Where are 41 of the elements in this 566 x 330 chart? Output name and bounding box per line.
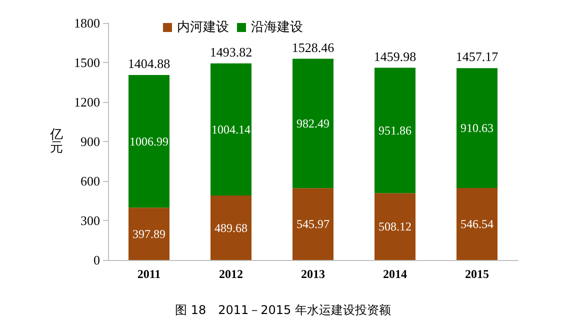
legend-label: 内河建设 — [177, 20, 229, 35]
total-label: 1493.82 — [210, 44, 252, 60]
data-label: 1004.14 — [212, 122, 250, 136]
bar — [128, 208, 170, 260]
bar — [374, 193, 416, 260]
total-label: 1459.98 — [374, 48, 416, 64]
data-label: 1006.99 — [130, 134, 168, 148]
data-label: 508.12 — [378, 220, 412, 234]
x-tick-label: 2012 — [219, 267, 243, 281]
bar — [292, 58, 334, 188]
bar — [374, 68, 416, 194]
y-tick-label: 0 — [94, 252, 100, 268]
bar — [210, 196, 252, 260]
data-label: 951.86 — [378, 123, 412, 138]
y-tick-label: 600 — [80, 174, 100, 188]
x-tick-label: 2015 — [465, 267, 489, 281]
caption: 图 18 2011－2015 年水运建设投资额 — [175, 303, 391, 317]
x-tick-label: 2014 — [383, 267, 407, 281]
y-tick-label: 1500 — [74, 55, 100, 70]
data-label: 910.63 — [460, 121, 494, 136]
x-tick-label: 2011 — [137, 267, 161, 281]
bar — [292, 188, 334, 260]
y-tick-label: 1200 — [74, 94, 100, 110]
total-label: 1404.88 — [128, 56, 170, 72]
bar — [128, 75, 170, 208]
bar — [456, 188, 498, 260]
bar — [210, 63, 252, 196]
y-tick-label: 1800 — [74, 16, 100, 30]
bar — [456, 68, 498, 188]
y-tick-label: 300 — [80, 213, 100, 228]
data-label: 546.54 — [460, 217, 494, 232]
data-label: 397.89 — [132, 226, 166, 241]
data-label: 489.68 — [214, 220, 248, 235]
data-label: 982.49 — [296, 116, 330, 130]
total-label: 1457.17 — [456, 49, 499, 64]
legend-label: 沿海建设 — [251, 20, 303, 35]
total-label: 1528.46 — [292, 40, 335, 55]
data-label: 545.97 — [296, 217, 330, 232]
y-axis-title: 亿元 — [49, 128, 63, 156]
x-tick-label: 2013 — [301, 267, 325, 281]
y-tick-label: 900 — [80, 134, 100, 149]
